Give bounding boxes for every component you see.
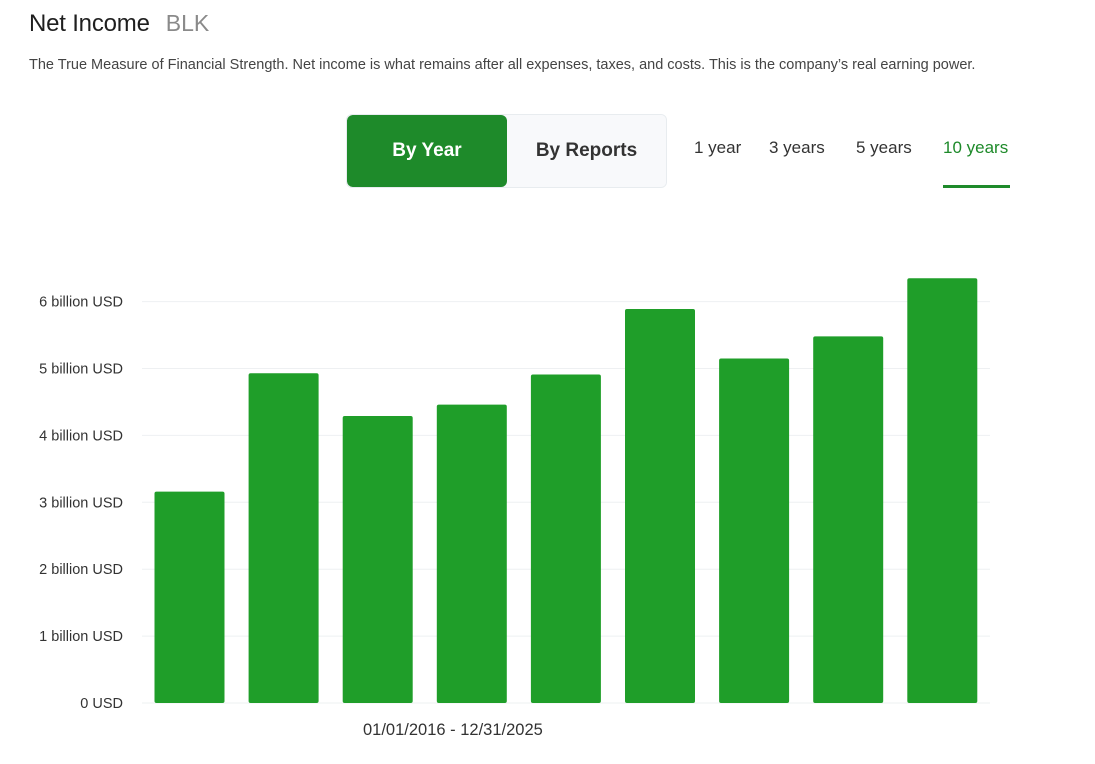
view-toggle: By Year By Reports [346, 114, 667, 188]
bar-2021[interactable] [530, 374, 601, 704]
y-tick-label: 0 USD [80, 696, 123, 712]
by-year-button[interactable]: By Year [347, 115, 507, 187]
bar-2020[interactable] [436, 404, 507, 703]
page-title: Net Income [29, 10, 150, 37]
by-reports-button[interactable]: By Reports [507, 115, 666, 187]
y-tick-label: 6 billion USD [39, 295, 123, 311]
bar-2024[interactable] [813, 336, 884, 703]
bar-2017[interactable] [154, 491, 225, 703]
period-tabs: 1 year 3 years 5 years 10 years [694, 138, 1010, 188]
ticker-symbol: BLK [165, 10, 210, 36]
header: Net Income BLK [29, 10, 209, 38]
y-tick-label: 1 billion USD [39, 629, 123, 645]
title-row: Net Income BLK [29, 10, 209, 38]
bar-2022[interactable] [625, 309, 695, 703]
date-range-label: 01/01/2016 - 12/31/2025 [363, 721, 543, 739]
bar-2023[interactable] [719, 358, 790, 704]
tab-3-years[interactable]: 3 years [769, 138, 825, 157]
tab-1-year[interactable]: 1 year [694, 138, 742, 157]
y-tick-label: 4 billion USD [39, 428, 123, 444]
page-description: The True Measure of Financial Strength. … [29, 57, 976, 73]
y-tick-label: 3 billion USD [39, 495, 123, 511]
net-income-bar-chart: 0 USD 1 billion USD 2 billion USD 3 billion… [39, 278, 990, 712]
bar-2019[interactable] [342, 416, 413, 703]
tab-10-years[interactable]: 10 years [943, 138, 1010, 188]
tab-5-years[interactable]: 5 years [856, 138, 912, 157]
bar-2025[interactable] [907, 278, 978, 703]
y-tick-label: 5 billion USD [39, 362, 123, 378]
bar-2018[interactable] [248, 373, 319, 703]
y-tick-label: 2 billion USD [39, 562, 123, 578]
